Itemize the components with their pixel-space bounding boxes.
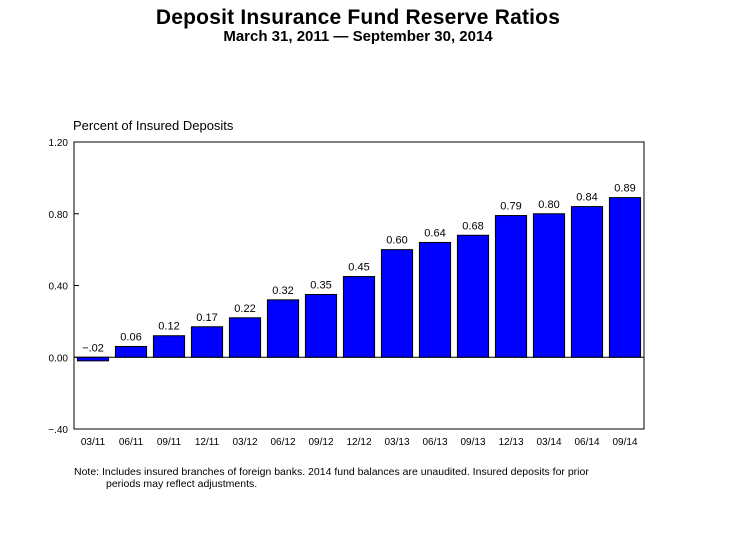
- data-label: 0.35: [310, 279, 331, 291]
- bar: [114, 345, 148, 358]
- x-tick-label: 12/12: [346, 437, 371, 448]
- data-label: 0.12: [158, 321, 179, 333]
- x-tick-label: 03/11: [81, 437, 106, 448]
- data-label: 0.80: [538, 199, 559, 211]
- data-label: 0.89: [614, 183, 635, 195]
- x-tick-label: 03/13: [384, 437, 409, 448]
- x-tick-label: 06/13: [422, 437, 447, 448]
- data-label: 0.06: [120, 331, 141, 343]
- data-label: 0.64: [424, 227, 445, 239]
- bar: [532, 213, 566, 358]
- data-label: 0.68: [462, 220, 483, 232]
- x-tick-label: 09/12: [308, 437, 333, 448]
- footnote: Note: Includes insured branches of forei…: [74, 466, 664, 490]
- y-tick-label: 0.40: [49, 282, 69, 293]
- footnote-line-2: periods may reflect adjustments.: [106, 478, 258, 490]
- x-tick-label: 06/11: [119, 437, 144, 448]
- data-label: 0.84: [576, 192, 597, 204]
- chart-title: Deposit Insurance Fund Reserve Ratios: [155, 6, 561, 29]
- x-tick-label: 12/13: [498, 437, 523, 448]
- bar: [380, 249, 414, 358]
- data-label: 0.17: [196, 312, 217, 324]
- bar: [418, 241, 452, 358]
- x-tick-label: 12/11: [195, 437, 220, 448]
- bar: [190, 326, 224, 358]
- data-label: 0.32: [272, 285, 293, 297]
- data-label: −.02: [82, 342, 104, 354]
- x-tick-label: 03/12: [232, 437, 257, 448]
- y-tick-label: −.40: [48, 425, 68, 436]
- data-label: 0.79: [500, 201, 521, 213]
- x-tick-label: 03/14: [536, 437, 561, 448]
- x-tick-label: 06/12: [270, 437, 295, 448]
- y-tick-label: 0.00: [49, 353, 69, 364]
- bar: [342, 276, 376, 358]
- bar: [152, 335, 186, 358]
- bar: [608, 197, 642, 358]
- x-tick-label: 09/13: [460, 437, 485, 448]
- bar: [570, 206, 604, 358]
- y-tick-label: 1.20: [49, 138, 69, 149]
- bar: [456, 234, 490, 358]
- bar: [228, 317, 262, 358]
- footnote-line-1: Note: Includes insured branches of forei…: [74, 466, 589, 478]
- bar: [304, 293, 338, 358]
- chart-subtitle: March 31, 2011 — September 30, 2014: [223, 28, 493, 45]
- x-tick-label: 09/14: [612, 437, 637, 448]
- y-tick-label: 0.80: [49, 210, 69, 221]
- data-label: 0.22: [234, 303, 255, 315]
- bar: [76, 356, 110, 362]
- x-tick-label: 06/14: [574, 437, 599, 448]
- bar: [494, 215, 528, 358]
- bar: [266, 299, 300, 358]
- data-label: 0.45: [348, 262, 369, 274]
- x-tick-label: 09/11: [157, 437, 182, 448]
- y-axis-label: Percent of Insured Deposits: [73, 118, 234, 133]
- data-label: 0.60: [386, 235, 407, 247]
